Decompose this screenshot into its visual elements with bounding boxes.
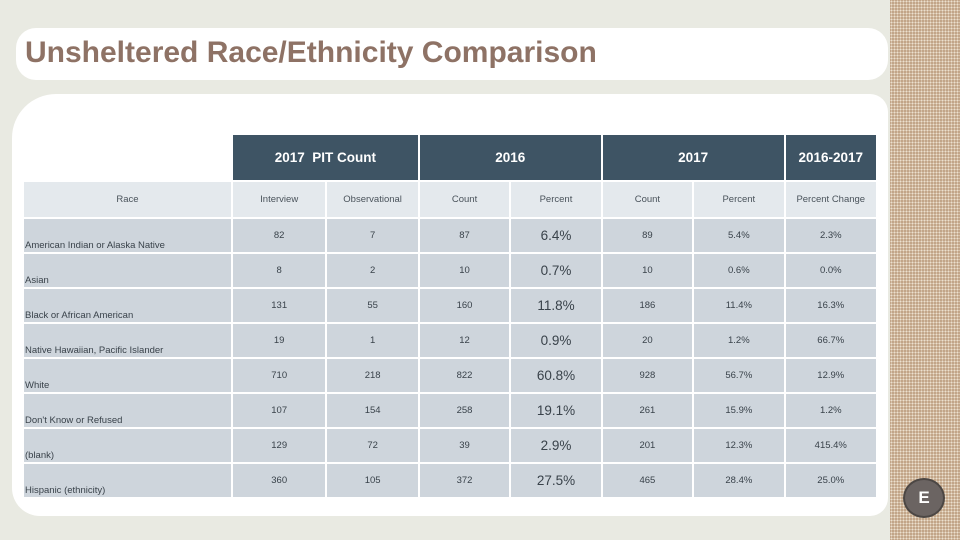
- percent-2017-value: 11.4%: [694, 289, 784, 322]
- percent-2017-value: 15.9%: [694, 394, 784, 427]
- percent-change-value: 0.0%: [785, 254, 876, 287]
- interview-value: 107: [232, 394, 326, 427]
- race-label: White: [24, 359, 231, 392]
- percent-2016-value: 11.8%: [511, 289, 601, 322]
- observational-value: 218: [327, 359, 418, 392]
- header-count-2016: Count: [419, 182, 510, 217]
- table-row: Asian 8 2 10 0.7% 10 0.6% 0.0%: [24, 254, 876, 287]
- count-2017-value: 201: [602, 429, 693, 462]
- count-2016-value: 39: [419, 429, 510, 462]
- race-label: (blank): [24, 429, 231, 462]
- header-interview: Interview: [232, 182, 326, 217]
- observational-value: 105: [327, 464, 418, 497]
- column-group-header-row: 2017 PIT Count 2016 2017 2016-2017: [24, 135, 876, 180]
- count-2017-value: 10: [602, 254, 693, 287]
- count-2016-value: 87: [419, 219, 510, 252]
- table-row: American Indian or Alaska Native 82 7 87…: [24, 219, 876, 252]
- race-label: Asian: [24, 254, 231, 287]
- percent-2017-value: 28.4%: [694, 464, 784, 497]
- table-row: Black or African American 131 55 160 11.…: [24, 289, 876, 322]
- slide-letter-badge-label: E: [918, 488, 930, 507]
- title-panel: Unsheltered Race/Ethnicity Comparison: [16, 28, 888, 80]
- observational-value: 55: [327, 289, 418, 322]
- observational-value: 72: [327, 429, 418, 462]
- count-2017-value: 20: [602, 324, 693, 357]
- race-label: American Indian or Alaska Native: [24, 219, 231, 252]
- col-group-2017: 2017: [602, 135, 784, 180]
- header-observational: Observational: [327, 182, 418, 217]
- race-label: Native Hawaiian, Pacific Islander: [24, 324, 231, 357]
- sub-header-row: Race Interview Observational Count Perce…: [24, 182, 876, 217]
- content-panel: 2017 PIT Count 2016 2017 2016-2017 Race …: [12, 94, 888, 516]
- percent-change-value: 66.7%: [785, 324, 876, 357]
- percent-2016-value: 60.8%: [511, 359, 601, 392]
- observational-value: 2: [327, 254, 418, 287]
- race-label: Hispanic (ethnicity): [24, 464, 231, 497]
- observational-value: 154: [327, 394, 418, 427]
- percent-change-value: 25.0%: [785, 464, 876, 497]
- percent-2017-value: 5.4%: [694, 219, 784, 252]
- percent-change-value: 2.3%: [785, 219, 876, 252]
- table-row: Native Hawaiian, Pacific Islander 19 1 1…: [24, 324, 876, 357]
- percent-2016-value: 6.4%: [511, 219, 601, 252]
- interview-value: 129: [232, 429, 326, 462]
- percent-change-value: 12.9%: [785, 359, 876, 392]
- empty-corner-cell: [24, 135, 231, 180]
- interview-value: 19: [232, 324, 326, 357]
- percent-2016-value: 2.9%: [511, 429, 601, 462]
- count-2017-value: 89: [602, 219, 693, 252]
- table-row: Don't Know or Refused 107 154 258 19.1% …: [24, 394, 876, 427]
- interview-value: 131: [232, 289, 326, 322]
- percent-change-value: 415.4%: [785, 429, 876, 462]
- slide-letter-badge: E: [903, 478, 945, 518]
- percent-2017-value: 56.7%: [694, 359, 784, 392]
- count-2016-value: 258: [419, 394, 510, 427]
- race-label: Black or African American: [24, 289, 231, 322]
- percent-change-value: 1.2%: [785, 394, 876, 427]
- percent-2017-value: 1.2%: [694, 324, 784, 357]
- table-row: (blank) 129 72 39 2.9% 201 12.3% 415.4%: [24, 429, 876, 462]
- header-percent-2017: Percent: [694, 182, 784, 217]
- observational-value: 7: [327, 219, 418, 252]
- percent-2017-value: 0.6%: [694, 254, 784, 287]
- count-2017-value: 928: [602, 359, 693, 392]
- percent-2017-value: 12.3%: [694, 429, 784, 462]
- interview-value: 710: [232, 359, 326, 392]
- header-percent-change: Percent Change: [785, 182, 876, 217]
- col-group-2016-2017: 2016-2017: [785, 135, 876, 180]
- count-2017-value: 186: [602, 289, 693, 322]
- percent-2016-value: 0.7%: [511, 254, 601, 287]
- side-decoration-strip: [890, 0, 960, 540]
- table-row: White 710 218 822 60.8% 928 56.7% 12.9%: [24, 359, 876, 392]
- observational-value: 1: [327, 324, 418, 357]
- header-race: Race: [24, 182, 231, 217]
- header-percent-2016: Percent: [511, 182, 601, 217]
- count-2016-value: 160: [419, 289, 510, 322]
- table-row: Hispanic (ethnicity) 360 105 372 27.5% 4…: [24, 464, 876, 497]
- count-2016-value: 372: [419, 464, 510, 497]
- percent-2016-value: 0.9%: [511, 324, 601, 357]
- percent-2016-value: 27.5%: [511, 464, 601, 497]
- race-ethnicity-table: 2017 PIT Count 2016 2017 2016-2017 Race …: [22, 133, 878, 499]
- count-2016-value: 10: [419, 254, 510, 287]
- interview-value: 360: [232, 464, 326, 497]
- count-2016-value: 12: [419, 324, 510, 357]
- header-count-2017: Count: [602, 182, 693, 217]
- page-title: Unsheltered Race/Ethnicity Comparison: [25, 36, 597, 69]
- col-group-2016: 2016: [419, 135, 601, 180]
- interview-value: 82: [232, 219, 326, 252]
- col-group-2017-pit-count: 2017 PIT Count: [232, 135, 418, 180]
- count-2016-value: 822: [419, 359, 510, 392]
- race-label: Don't Know or Refused: [24, 394, 231, 427]
- count-2017-value: 465: [602, 464, 693, 497]
- interview-value: 8: [232, 254, 326, 287]
- count-2017-value: 261: [602, 394, 693, 427]
- percent-change-value: 16.3%: [785, 289, 876, 322]
- percent-2016-value: 19.1%: [511, 394, 601, 427]
